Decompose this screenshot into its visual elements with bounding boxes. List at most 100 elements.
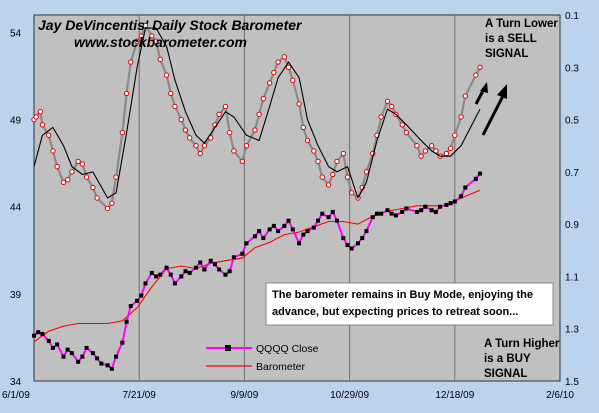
qqqq-close-marker-37: [212, 262, 217, 267]
qqqq-close-marker-47: [267, 227, 272, 232]
qqqq-close-marker-15: [105, 363, 110, 368]
oscillator-marker-35: [201, 143, 208, 149]
qqqq-close-marker-17: [114, 354, 119, 359]
note-box: The barometer remains in Buy Mode, enjoy…: [265, 282, 554, 326]
oscillator-marker-6: [54, 163, 60, 170]
qqqq-close-marker-36: [208, 258, 213, 263]
qqqq-close-marker-55: [305, 229, 310, 234]
oscillator-marker-31: [182, 127, 189, 133]
oscillator-marker-19: [123, 90, 130, 97]
oscillator-marker-28: [168, 90, 174, 97]
oscillator-marker-16: [109, 200, 115, 206]
x-axis-ticks: 6/1/09 7/21/09 9/9/09 10/29/09 12/18/09 2/6/1…: [2, 390, 574, 401]
qqqq-close-marker-80: [433, 209, 438, 214]
x-tick-label-3: 10/29/09: [330, 390, 369, 401]
buy-signal-line-2: is a BUY: [484, 353, 531, 365]
series-layer: [31, 22, 483, 371]
qqqq-close-marker-30: [179, 274, 184, 279]
qqqq-close-marker-72: [389, 211, 394, 216]
oscillator-marker-46: [260, 95, 267, 102]
oscillator-marker-2: [37, 109, 44, 115]
qqqq-close-marker-83: [448, 201, 453, 206]
qqqq-close-marker-6: [61, 354, 66, 359]
oscillator-marker-12: [83, 174, 90, 180]
oscillator-marker-55: [304, 137, 311, 144]
qqqq-close-marker-18: [120, 340, 125, 345]
oscillator-marker-18: [119, 129, 126, 136]
right-tick-label-1: 0.3: [565, 63, 579, 74]
qqqq-close-marker-34: [198, 260, 203, 265]
oscillator-marker-49: [275, 59, 281, 65]
right-tick-label-2: 0.5: [565, 116, 579, 127]
oscillator-marker-82: [443, 150, 450, 157]
qqqq-close-marker-65: [356, 241, 361, 246]
oscillator-marker-72: [388, 103, 395, 110]
oscillator-marker-74: [399, 122, 405, 128]
oscillator-marker-62: [340, 150, 346, 157]
qqqq-close-marker-70: [379, 211, 384, 216]
qqqq-close-marker-19: [124, 319, 129, 324]
qqqq-close-marker-35: [202, 267, 207, 272]
note-line-1: The barometer remains in Buy Mode, enjoy…: [272, 289, 533, 301]
qqqq-close-marker-46: [261, 236, 266, 241]
qqqq-close-marker-64: [349, 246, 354, 251]
oscillator-marker-53: [296, 101, 302, 107]
oscillator-marker-48: [271, 69, 277, 76]
qqqq-close-marker-2: [40, 331, 45, 336]
qqqq-close-marker-24: [149, 270, 154, 275]
qqqq-close-marker-29: [172, 281, 177, 286]
qqqq-close-marker-5: [55, 342, 60, 347]
oscillator-marker-11: [79, 161, 86, 167]
sell-signal-line-3: SIGNAL: [485, 48, 528, 60]
oscillator-marker-20: [128, 59, 134, 65]
right-tick-label-4: 0.9: [565, 220, 579, 231]
qqqq-close-marker-21: [135, 298, 140, 303]
legend: QQQQ Close Barometer: [206, 343, 319, 373]
qqqq-close-marker-48: [271, 223, 276, 228]
qqqq-close-marker-52: [290, 227, 295, 232]
oscillator-marker-27: [163, 72, 170, 78]
oscillator-marker-63: [344, 174, 351, 180]
x-tick-label-2: 9/9/09: [230, 390, 258, 401]
up-arrow-icon: [474, 82, 507, 136]
oscillator-marker-85: [458, 114, 464, 120]
qqqq-close-marker-44: [252, 234, 257, 239]
qqqq-close-marker-53: [297, 241, 302, 246]
oscillator-marker-78: [422, 148, 429, 154]
qqqq-close-marker-43: [244, 241, 249, 246]
oscillator-marker-41: [231, 148, 237, 154]
qqqq-close-marker-61: [334, 218, 339, 223]
oscillator-marker-42: [239, 158, 245, 165]
oscillator-marker-47: [266, 80, 273, 86]
oscillator-marker-25: [153, 38, 159, 44]
qqqq-close-marker-10: [80, 354, 85, 359]
right-tick-label-0: 0.1: [565, 11, 579, 22]
barometer-line: [33, 189, 481, 343]
x-tick-label-0: 6/1/09: [2, 390, 30, 401]
chart-subtitle: www.stockbarometer.com: [74, 34, 247, 50]
qqqq-close-marker-66: [360, 236, 365, 241]
qqqq-close-marker-45: [257, 229, 262, 234]
qqqq-close-marker-13: [95, 356, 100, 361]
qqqq-close-marker-31: [183, 269, 188, 274]
sell-signal-line-1: A Turn Lower: [485, 18, 558, 30]
oscillator-marker-50: [281, 54, 288, 60]
qqqq-close-marker-4: [50, 345, 55, 350]
right-tick-label-6: 1.3: [565, 325, 579, 336]
legend-barometer-label: Barometer: [256, 361, 306, 373]
oscillator-marker-3: [39, 122, 46, 128]
oscillator-marker-45: [256, 111, 262, 118]
left-tick-label-1: 39: [10, 290, 22, 301]
qqqq-close-marker-76: [414, 209, 419, 214]
buy-signal-line-1: A Turn Higher: [484, 338, 560, 350]
qqqq-close-marker-49: [276, 229, 281, 234]
oscillator-marker-54: [300, 124, 307, 131]
qqqq-close-marker-59: [326, 215, 331, 220]
oscillator-marker-64: [349, 190, 355, 196]
qqqq-close-marker-77: [419, 208, 424, 213]
oscillator-marker-38: [216, 111, 222, 118]
qqqq-close-marker-69: [374, 211, 379, 216]
legend-qqqq-label: QQQQ Close: [256, 343, 319, 355]
qqqq-close-marker-88: [478, 171, 483, 176]
oscillator-marker-70: [378, 114, 384, 120]
